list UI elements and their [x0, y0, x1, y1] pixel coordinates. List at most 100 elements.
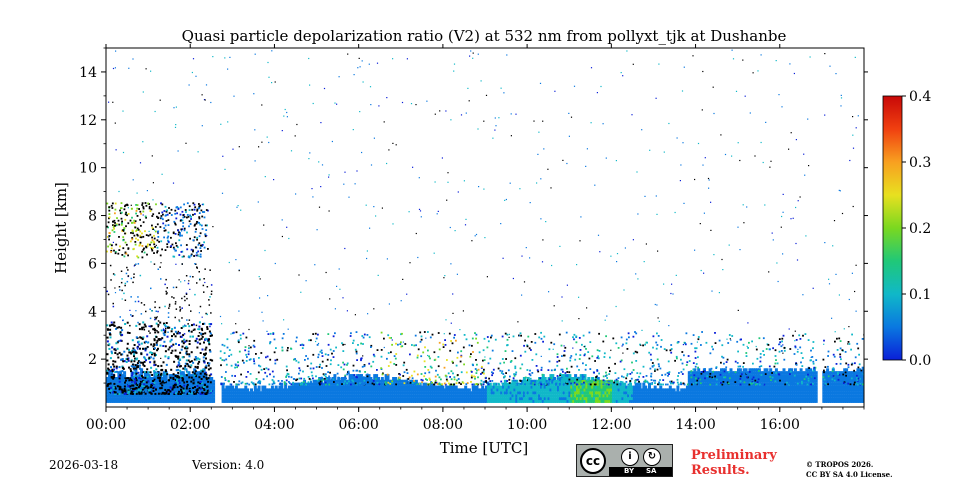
- heatmap-cell: [797, 371, 801, 375]
- heatmap-cell: [361, 394, 365, 398]
- heatmap-cell: [170, 352, 173, 354]
- heatmap-cell: [467, 388, 471, 392]
- heatmap-cell: [494, 397, 498, 401]
- heatmap-cell: [479, 388, 483, 392]
- heatmap-cell: [551, 382, 555, 386]
- heatmap-cell: [320, 388, 324, 392]
- heatmap-cell: [193, 203, 196, 206]
- heatmap-cell: [178, 320, 181, 323]
- heatmap-cell: [167, 331, 169, 333]
- heatmap-cell: [170, 208, 173, 211]
- heatmap-cell: [172, 394, 176, 398]
- heatmap-cell: [119, 331, 122, 334]
- heatmap-cell: [737, 382, 740, 386]
- heatmap-cell: [112, 363, 115, 366]
- heatmap-cell: [701, 374, 704, 378]
- heatmap-cell: [200, 332, 203, 335]
- heatmap-cell: [164, 305, 166, 308]
- heatmap-cell: [670, 399, 674, 403]
- heatmap-cell: [757, 368, 761, 372]
- heatmap-cell: [384, 391, 388, 395]
- heatmap-cell: [115, 370, 118, 373]
- heatmap-cell: [142, 336, 145, 339]
- heatmap-cell: [723, 377, 727, 380]
- heatmap-cell: [377, 385, 380, 389]
- heatmap-cell: [152, 380, 155, 382]
- heatmap-cell: [555, 379, 559, 383]
- heatmap-cell: [227, 391, 231, 395]
- heatmap-cell: [596, 394, 600, 398]
- heatmap-cell: [231, 397, 235, 401]
- heatmap-cell: [132, 389, 135, 392]
- heatmap-cell: [233, 397, 236, 401]
- heatmap-cell: [488, 394, 492, 398]
- heatmap-cell: [193, 379, 197, 383]
- heatmap-cell: [701, 385, 704, 389]
- heatmap-cell: [160, 372, 163, 375]
- heatmap-cell: [238, 399, 242, 403]
- heatmap-cell: [845, 391, 849, 395]
- heatmap-cell: [196, 383, 199, 386]
- heatmap-cell: [126, 266, 128, 269]
- heatmap-cell: [704, 399, 708, 403]
- heatmap-cell: [106, 324, 109, 327]
- heatmap-cell: [640, 388, 644, 392]
- heatmap-cell: [513, 385, 517, 389]
- heatmap-cell: [756, 385, 759, 389]
- heatmap-cell: [496, 399, 500, 403]
- heatmap-cell: [138, 397, 142, 401]
- heatmap-cell: [589, 397, 593, 401]
- heatmap-cell: [522, 388, 526, 392]
- heatmap-cell: [153, 347, 156, 350]
- heatmap-cell: [208, 323, 211, 325]
- heatmap-cell: [670, 391, 674, 395]
- heatmap-cell: [354, 377, 358, 380]
- heatmap-cell: [593, 397, 596, 401]
- heatmap-cell: [829, 382, 833, 386]
- heatmap-cell: [223, 397, 227, 401]
- heatmap-cell: [854, 399, 858, 403]
- heatmap-cell: [534, 391, 538, 395]
- heatmap-cell: [403, 388, 407, 392]
- heatmap-cell: [158, 212, 160, 215]
- heatmap-cell: [135, 212, 137, 215]
- heatmap-cell: [221, 388, 225, 392]
- heatmap-cell: [314, 382, 318, 386]
- heatmap-cell: [502, 399, 506, 403]
- heatmap-cell: [284, 391, 288, 395]
- heatmap-cell: [136, 346, 139, 349]
- heatmap-cell: [759, 371, 763, 375]
- heatmap-cell: [110, 350, 113, 353]
- heatmap-cell: [327, 388, 331, 392]
- heatmap-cell: [754, 385, 758, 389]
- heatmap-cell: [652, 335, 655, 338]
- heatmap-cell: [695, 394, 699, 398]
- heatmap-cell: [659, 399, 663, 403]
- heatmap-cell: [458, 388, 462, 392]
- heatmap-cell: [858, 374, 862, 378]
- heatmap-cell: [378, 391, 382, 395]
- heatmap-cell: [460, 388, 464, 392]
- heatmap-cell: [210, 382, 214, 386]
- heatmap-cell: [740, 391, 744, 395]
- heatmap-cell: [119, 316, 121, 318]
- heatmap-cell: [341, 379, 344, 383]
- heatmap-cell: [486, 346, 489, 349]
- heatmap-cell: [167, 240, 170, 243]
- heatmap-cell: [203, 241, 205, 244]
- heatmap-cell: [204, 224, 207, 227]
- heatmap-cell: [581, 379, 585, 383]
- heatmap-cell: [729, 394, 733, 398]
- heatmap-cell: [223, 388, 227, 392]
- heatmap-cell: [587, 391, 591, 395]
- heatmap-cell: [110, 279, 112, 281]
- heatmap-cell: [344, 385, 348, 389]
- heatmap-cell: [118, 236, 120, 238]
- heatmap-cell: [206, 382, 210, 386]
- heatmap-cell: [676, 394, 680, 398]
- heatmap-cell: [540, 366, 543, 369]
- heatmap-cell: [763, 354, 765, 356]
- heatmap-cell: [354, 399, 358, 403]
- heatmap-cell: [411, 388, 415, 392]
- heatmap-cell: [335, 399, 339, 403]
